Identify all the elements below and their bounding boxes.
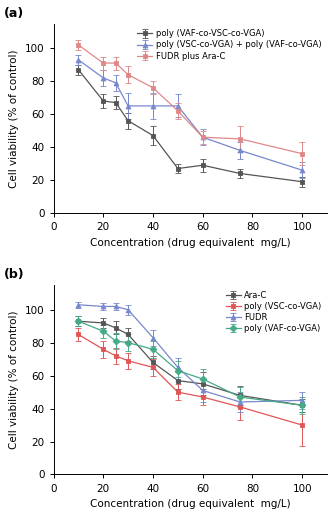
Text: (b): (b) (4, 268, 25, 281)
Y-axis label: Cell viability (% of control): Cell viability (% of control) (9, 311, 19, 449)
X-axis label: Concentration (drug equivalent  mg/L): Concentration (drug equivalent mg/L) (90, 237, 291, 248)
Text: (a): (a) (4, 7, 25, 20)
Legend: Ara-C, poly (VSC-co-VGA), FUDR, poly (VAF-co-VGA): Ara-C, poly (VSC-co-VGA), FUDR, poly (VA… (224, 289, 323, 335)
Y-axis label: Cell viability (% of control): Cell viability (% of control) (9, 49, 19, 187)
X-axis label: Concentration (drug equivalent  mg/L): Concentration (drug equivalent mg/L) (90, 499, 291, 509)
Legend: poly (VAF-co-VSC-co-VGA), poly (VSC-co-VGA) + poly (VAF-co-VGA), FUDR plus Ara-C: poly (VAF-co-VSC-co-VGA), poly (VSC-co-V… (136, 28, 323, 62)
